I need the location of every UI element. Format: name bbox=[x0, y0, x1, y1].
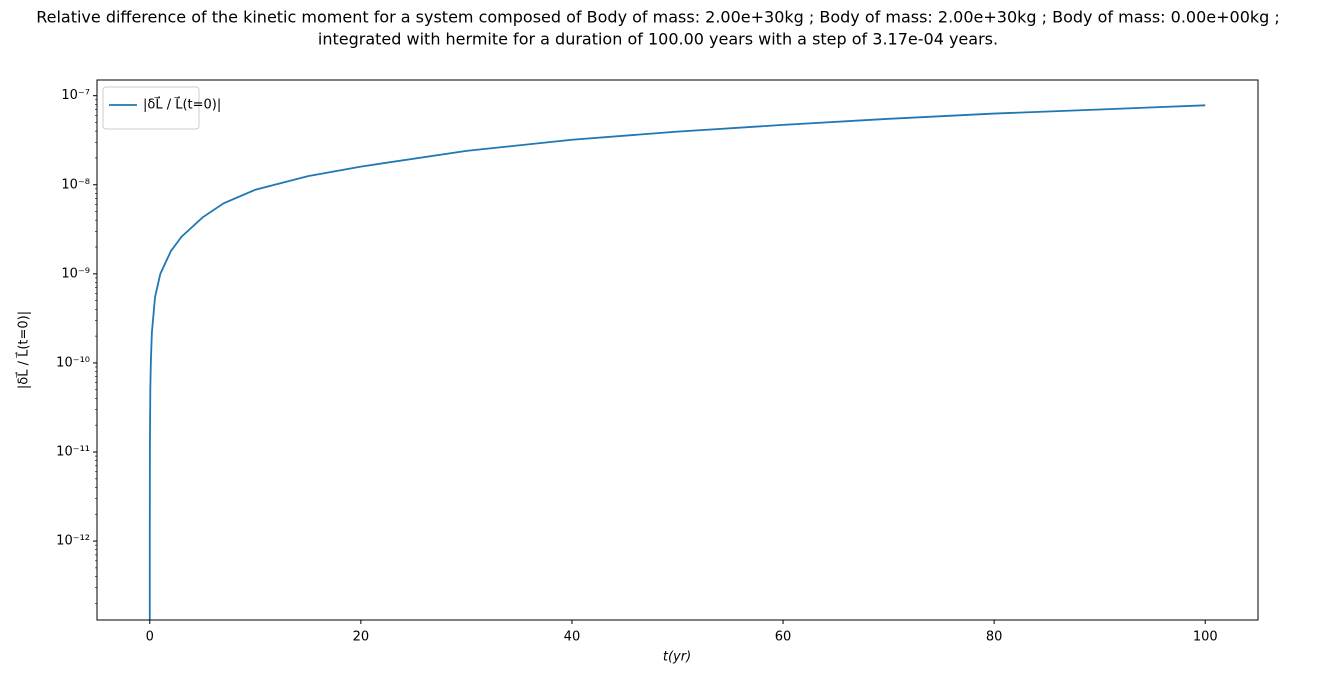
legend-box bbox=[102, 86, 200, 130]
plot-area bbox=[148, 104, 1206, 620]
y-tick-label: 10⁻⁸ bbox=[61, 177, 90, 192]
y-tick-label: 10⁻¹⁰ bbox=[56, 355, 90, 370]
data-line bbox=[148, 104, 1206, 620]
x-tick-label: 20 bbox=[353, 630, 370, 645]
x-axis-label: t(yr) bbox=[663, 650, 691, 665]
x-tick-label: 0 bbox=[146, 630, 154, 645]
x-tick-label: 40 bbox=[564, 630, 581, 645]
chart-subtitle: integrated with hermite for a duration o… bbox=[318, 30, 998, 49]
y-axis-label: |δL⃗ / L⃗(t=0)| bbox=[15, 311, 31, 389]
x-tick-label: 100 bbox=[1193, 630, 1218, 645]
y-tick-label: 10⁻¹¹ bbox=[56, 444, 90, 459]
y-tick-label: 10⁻⁹ bbox=[61, 266, 90, 281]
chart-title: Relative difference of the kinetic momen… bbox=[36, 8, 1280, 27]
y-tick-label: 10⁻⁷ bbox=[61, 88, 90, 103]
plot-frame bbox=[96, 79, 1259, 621]
y-tick-label: 10⁻¹² bbox=[56, 534, 90, 549]
legend-label: |δL⃗ / L⃗(t=0)| bbox=[143, 96, 221, 112]
x-tick-label: 60 bbox=[775, 630, 792, 645]
x-tick-label: 80 bbox=[986, 630, 1003, 645]
